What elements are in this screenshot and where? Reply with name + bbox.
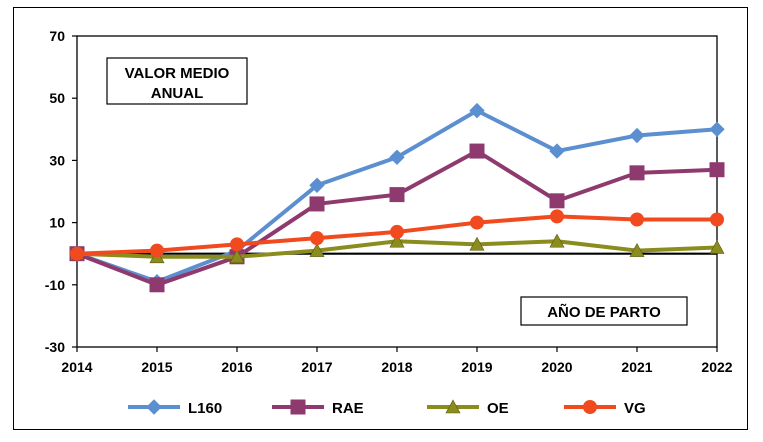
x-tick-label: 2015: [141, 359, 172, 375]
data-point-vg: [550, 209, 564, 224]
legend-label: RAE: [332, 400, 364, 417]
legend-item-rae: RAE: [272, 399, 364, 417]
data-point-vg: [470, 215, 484, 230]
x-tick-label: 2020: [541, 359, 572, 375]
data-point-rae: [709, 162, 725, 178]
data-point-rae: [629, 165, 645, 181]
note-line-2: ANUAL: [151, 85, 204, 102]
series-vg: [70, 209, 724, 261]
data-point-oe: [389, 233, 405, 248]
legend-marker: [146, 399, 162, 415]
data-point-rae: [309, 196, 325, 212]
legend-item-l160: L160: [128, 399, 222, 417]
data-point-rae: [389, 187, 405, 203]
y-tick-label: 70: [49, 28, 65, 44]
series-layer: [69, 102, 725, 293]
legend-label: OE: [487, 400, 509, 417]
legend-marker: [445, 399, 461, 414]
note-line-1: VALOR MEDIO: [125, 65, 230, 82]
legend-marker: [290, 399, 306, 415]
data-point-vg: [70, 246, 84, 261]
x-tick-label: 2018: [381, 359, 412, 375]
legend-marker: [583, 400, 597, 414]
legend-label: VG: [624, 400, 646, 417]
x-tick-label: 2016: [221, 359, 252, 375]
data-point-oe: [469, 236, 485, 251]
data-point-l160: [629, 127, 645, 144]
chart-annotations: VALOR MEDIO ANUAL AÑO DE PARTO: [106, 57, 688, 326]
data-point-vg: [310, 231, 324, 246]
data-point-l160: [469, 102, 485, 119]
legend-item-vg: VG: [564, 400, 646, 417]
data-point-l160: [549, 143, 565, 159]
x-tick-label: 2017: [301, 359, 332, 375]
data-point-oe: [309, 242, 325, 257]
data-point-oe: [549, 233, 565, 248]
chart-frame: [13, 7, 748, 430]
data-point-oe: [629, 242, 645, 257]
data-point-oe: [229, 249, 245, 264]
data-point-vg: [710, 212, 724, 227]
data-point-rae: [469, 143, 485, 159]
data-point-rae: [149, 277, 165, 293]
x-tick-label: 2021: [621, 359, 652, 375]
data-point-l160: [309, 177, 325, 193]
x-tick-label: 2019: [461, 359, 492, 375]
x-tick-label: 2014: [61, 359, 92, 375]
note-axis-label: AÑO DE PARTO: [547, 303, 661, 321]
data-point-l160: [709, 121, 725, 138]
note-box-top: [106, 57, 248, 105]
data-point-l160: [389, 149, 405, 165]
y-tick-label: 30: [49, 152, 65, 168]
data-point-vg: [390, 224, 404, 239]
data-point-rae: [549, 193, 565, 209]
y-tick-label: -30: [45, 339, 65, 355]
y-tick-label: 10: [49, 215, 65, 231]
data-point-vg: [630, 212, 644, 227]
y-tick-label: 50: [49, 90, 65, 106]
legend-item-oe: OE: [427, 399, 509, 417]
data-point-vg: [230, 237, 244, 252]
legend: L160 RAE OE VG: [128, 399, 646, 417]
chart-axes: 70 50 30 10 -10 -30 2014 2015 2016 2017 2018 2019 20…: [45, 28, 733, 375]
data-point-oe: [709, 239, 725, 254]
y-tick-label: -10: [45, 277, 65, 293]
x-tick-label: 2022: [701, 359, 732, 375]
note-box-bottom: [520, 296, 688, 326]
legend-label: L160: [188, 400, 222, 417]
data-point-vg: [150, 243, 164, 258]
